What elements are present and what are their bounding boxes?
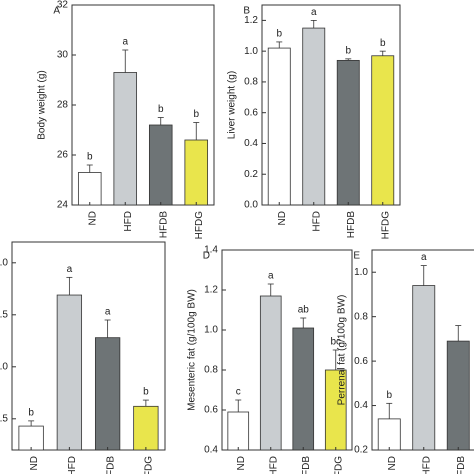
bar bbox=[148, 124, 173, 206]
significance-letter: b bbox=[345, 45, 351, 56]
y-tick-label: 0.6 bbox=[244, 107, 258, 118]
x-tick-label: HFDB bbox=[105, 456, 116, 474]
x-tick-label: HFDB bbox=[301, 456, 312, 474]
panel-label: A bbox=[53, 6, 60, 17]
x-tick-label: HFD bbox=[311, 211, 322, 232]
significance-letter: a bbox=[67, 264, 73, 275]
y-tick-label: 26 bbox=[57, 150, 69, 161]
bar bbox=[336, 59, 360, 206]
y-tick-label: 28 bbox=[57, 100, 69, 111]
x-tick-label: HFD bbox=[268, 456, 279, 474]
significance-letter: b bbox=[276, 29, 282, 40]
bar bbox=[302, 27, 326, 206]
y-tick-label: 0.0 bbox=[244, 200, 258, 211]
bar bbox=[412, 285, 436, 451]
significance-letter: b bbox=[87, 152, 93, 163]
plot-frame bbox=[261, 4, 401, 206]
plot-frame bbox=[221, 249, 353, 451]
bar bbox=[227, 411, 250, 451]
significance-letter: c bbox=[236, 387, 241, 398]
bar bbox=[267, 47, 291, 206]
y-axis-label: Liver weight (g) bbox=[227, 71, 238, 139]
x-tick-label: ND bbox=[87, 211, 98, 225]
significance-letter: b bbox=[158, 104, 164, 115]
significance-letter: ab bbox=[298, 305, 310, 316]
y-tick-label: 24 bbox=[57, 200, 69, 211]
x-tick-label: HFDB bbox=[158, 211, 169, 239]
y-tick-label: 1.2 bbox=[244, 15, 258, 26]
significance-letter: b bbox=[386, 390, 392, 401]
y-tick-label: 0.4 bbox=[204, 445, 218, 456]
y-tick-label: 1.5 bbox=[0, 309, 8, 320]
x-tick-label: ND bbox=[387, 456, 398, 470]
plot-frame bbox=[11, 241, 166, 451]
x-tick-label: ND bbox=[29, 456, 40, 470]
significance-letter: a bbox=[311, 7, 317, 18]
y-tick-label: 0.2 bbox=[244, 169, 258, 180]
x-tick-label: HFDG bbox=[380, 211, 391, 240]
y-tick-label: 0.8 bbox=[244, 77, 258, 88]
bar bbox=[446, 340, 470, 451]
significance-letter: a bbox=[421, 252, 427, 263]
x-tick-label: HFD bbox=[123, 211, 134, 232]
y-tick-label: 32 bbox=[57, 0, 69, 11]
y-tick-label: 0.8 bbox=[204, 365, 218, 376]
y-tick-label: 1.0 bbox=[204, 325, 218, 336]
significance-letter: b bbox=[28, 408, 34, 419]
x-tick-label: HFDB bbox=[456, 456, 467, 474]
significance-letter: bc bbox=[330, 337, 341, 348]
y-tick-label: 2.0 bbox=[0, 257, 8, 268]
y-tick-label: 0.6 bbox=[354, 356, 368, 367]
bar bbox=[94, 337, 121, 451]
bar bbox=[371, 55, 395, 206]
significance-letter: a bbox=[268, 271, 274, 282]
y-tick-label: 0.4 bbox=[354, 400, 368, 411]
y-tick-label: 1.0 bbox=[244, 46, 258, 57]
x-tick-label: HFDG bbox=[333, 456, 344, 474]
significance-letter: b bbox=[380, 38, 386, 49]
y-axis-label: Mesenteric fat (g/100g BW) bbox=[187, 289, 198, 411]
significance-letter: b bbox=[143, 387, 149, 398]
bar bbox=[133, 405, 159, 451]
bar bbox=[377, 418, 401, 451]
x-tick-label: HFD bbox=[421, 456, 432, 474]
x-tick-label: HFDG bbox=[194, 211, 205, 240]
bar bbox=[113, 72, 138, 206]
x-tick-label: HFD bbox=[67, 456, 78, 474]
y-tick-label: 1.2 bbox=[204, 285, 218, 296]
panel-label: B bbox=[243, 6, 250, 17]
bar bbox=[56, 294, 83, 451]
bar bbox=[184, 139, 209, 206]
y-axis-label: Perrenal fat (g/100g BW) bbox=[337, 295, 348, 406]
bar bbox=[259, 295, 282, 451]
y-tick-label: 30 bbox=[57, 50, 69, 61]
significance-letter: a bbox=[105, 307, 111, 318]
bar bbox=[18, 425, 44, 451]
bar bbox=[77, 172, 102, 206]
y-tick-label: 0.6 bbox=[204, 405, 218, 416]
significance-letter: b bbox=[193, 109, 199, 120]
panel-label: D bbox=[203, 251, 210, 262]
x-tick-label: ND bbox=[277, 211, 288, 225]
y-tick-label: 1.0 bbox=[0, 361, 8, 372]
y-axis-label: Body weight (g) bbox=[37, 70, 48, 139]
y-tick-label: 1.0 bbox=[354, 267, 368, 278]
x-tick-label: HFDB bbox=[346, 211, 357, 239]
y-tick-label: 0.2 bbox=[354, 445, 368, 456]
plot-frame bbox=[371, 249, 474, 451]
x-tick-label: HFDG bbox=[144, 456, 155, 474]
bar bbox=[292, 327, 315, 451]
y-tick-label: 0.5 bbox=[0, 413, 8, 424]
y-tick-label: 0.4 bbox=[244, 138, 258, 149]
x-tick-label: ND bbox=[236, 456, 247, 470]
y-tick-label: 0.8 bbox=[354, 311, 368, 322]
panel-label: E bbox=[353, 251, 360, 262]
significance-letter: a bbox=[122, 37, 128, 48]
y-tick-label: 1.4 bbox=[204, 245, 218, 256]
